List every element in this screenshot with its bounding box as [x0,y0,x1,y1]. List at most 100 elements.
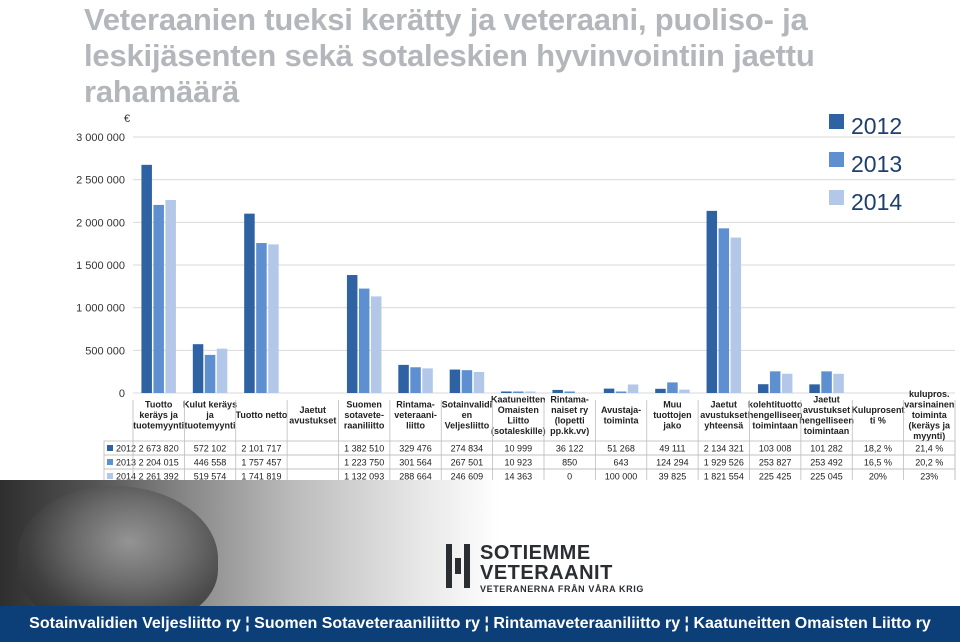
bar-2012 [346,275,358,393]
bar-2012 [192,344,204,393]
table-cell: 850 [562,458,577,468]
bar-2014 [268,244,279,393]
table-cell: 103 008 [759,444,792,454]
y-tick-label: 3 000 000 [76,132,125,144]
table-cell: 10 923 [505,458,533,468]
x-category-label: Jaetut avustukset hengelliseen toimintaan [799,394,854,436]
table-cell: 288 664 [399,472,432,481]
bar-2012 [706,210,718,393]
x-category-label: Avustaja-toiminta [601,405,641,426]
table-cell: 2 101 717 [241,444,281,454]
table-cell: 301 564 [399,458,432,468]
bar-2013 [564,391,575,393]
table-cell: 39 825 [659,472,687,481]
table-cell: 100 000 [605,472,638,481]
bar-2012 [552,389,563,393]
legend-swatch [829,152,844,167]
table-cell: 20,2 % [915,458,943,468]
bar-2014 [679,389,690,393]
table-cell: 1 821 554 [704,472,744,481]
table-cell: 1 757 457 [241,458,281,468]
table-series-swatch [107,459,113,465]
bar-2012 [398,364,409,393]
table-series-name: 2013 [116,458,136,468]
table-series-name: 2012 [116,444,136,454]
table-cell: 253 827 [759,458,792,468]
table-cell: 101 282 [810,444,843,454]
bar-2013 [410,367,421,393]
table-cell: 2 673 820 [139,444,179,454]
bar-2013 [513,391,524,393]
x-category-label: Kuluprosent ti % [851,405,904,426]
x-category-label: Kulut keräys ja tuotemyynti [183,400,237,431]
bar-2012 [757,384,769,393]
table-cell: 16,5 % [864,458,892,468]
x-category-label: kolehtituotto hengelliseen toimintaan [748,400,803,431]
table-cell: 329 476 [399,444,432,454]
logo-line-2: VETERAANIT [480,562,613,584]
bar-2013 [461,370,473,393]
bar-2012 [501,391,512,393]
bar-2012 [809,384,820,393]
y-tick-label: 1 000 000 [76,303,125,315]
x-category-label: Sotainvalidi en Veljesliitto [442,400,493,431]
logo-line-1: SOTIEMME [480,542,591,564]
table-cell: 2 261 392 [139,472,179,481]
y-tick-label: 2 500 000 [76,175,125,187]
bar-2013 [718,228,730,393]
table-cell: 1 223 750 [344,458,384,468]
y-tick-label: 0 [119,388,125,400]
bar-2014 [525,391,536,393]
table-cell: 519 574 [194,472,227,481]
bar-2012 [655,388,666,393]
y-axis-unit: € [124,113,130,125]
table-cell: 274 834 [451,444,484,454]
table-series-name: 2014 [116,472,136,481]
table-cell: 643 [614,458,629,468]
bar-2014 [833,373,844,393]
table-cell: 14 363 [505,472,533,481]
bar-2012 [449,369,461,393]
logo-line-3: VETERANERNA FRÅN VÅRA KRIG [480,584,644,594]
bar-2014 [422,368,433,393]
table-cell: 0 [567,472,572,481]
bar-2014 [370,296,382,393]
table-cell: 572 102 [194,444,227,454]
table-cell: 1 741 819 [241,472,281,481]
table-cell: 1 382 510 [344,444,384,454]
legend-swatch [829,114,844,129]
bar-2013 [256,243,267,393]
table-cell: 253 492 [810,458,843,468]
bar-2014 [473,371,485,393]
bar-2014 [781,373,793,393]
table-cell: 23% [920,472,938,481]
x-category-label: Muu tuottojen jako [653,400,692,431]
table-cell: 51 268 [607,444,635,454]
bar-2013 [667,382,678,393]
bar-2012 [244,213,255,393]
table-cell: 49 111 [659,444,685,454]
footer-bar: Sotainvalidien Veljesliitto ry ¦ Suomen … [0,606,960,642]
table-cell: 18,2 % [864,444,892,454]
bar-chart: €0 500 000 1 000 000 1 500 000 2 000 000 2 50… [76,113,956,481]
bar-2014 [165,200,176,393]
bar-2013 [153,204,164,393]
legend-label: 2013 [851,151,902,177]
table-cell: 1 929 526 [704,458,744,468]
table-cell: 20% [869,472,887,481]
x-category-label: Jaetut avustukset [289,405,336,426]
x-category-label: Tuotto keräys ja tuotemyynti [133,400,184,431]
table-cell: 225 045 [810,472,843,481]
x-category-label: Kaatuneitten Omaisten Liitto (sotaleskille) [491,394,546,436]
x-category-label: Rintama-veteraani-liitto [394,400,437,431]
legend-swatch [829,190,844,205]
table-cell: 2 204 015 [139,458,179,468]
bar-2013 [769,371,781,393]
x-category-label: Jaetut avustukset yhteensä [700,400,747,431]
veteran-portrait [18,486,218,606]
table-cell: 225 425 [759,472,792,481]
table-series-swatch [107,473,113,479]
table-cell: 124 294 [656,458,689,468]
y-tick-label: 2 000 000 [76,217,125,229]
y-tick-label: 1 500 000 [76,260,125,272]
